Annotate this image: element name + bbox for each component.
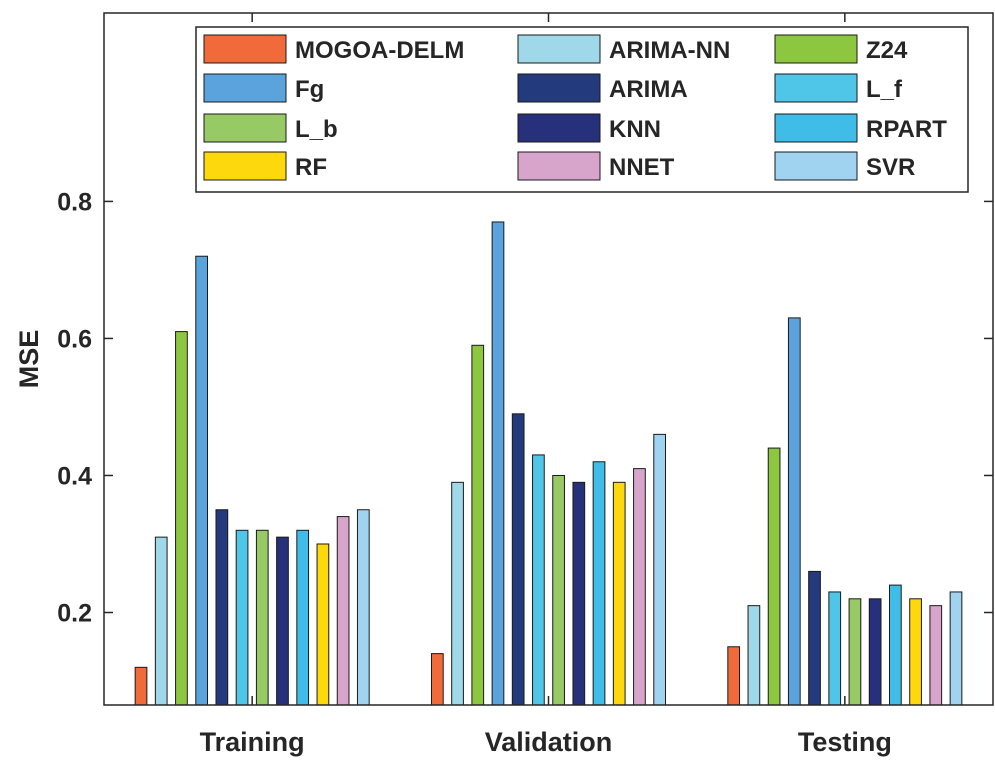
y-axis-title: MSE [14, 330, 44, 389]
legend-swatch-fg [203, 73, 287, 103]
bar-arima-training [215, 509, 229, 706]
bar-l-f-testing [828, 591, 842, 706]
legend-label: NNET [609, 154, 675, 181]
x-category-label: Validation [485, 727, 613, 757]
bar-fg-training [195, 255, 208, 706]
legend-label: L_f [866, 76, 903, 103]
legend-label: ARIMA-NN [609, 37, 730, 64]
legend-label: KNN [609, 116, 661, 143]
bar-knn-validation [572, 481, 586, 706]
bar-fg-testing [787, 317, 801, 706]
y-tick-label: 0.2 [57, 600, 92, 628]
x-category-label: Training [200, 727, 305, 757]
legend-label: Z24 [866, 37, 908, 64]
y-tick-label: 0.4 [57, 462, 92, 490]
bar-rf-validation [612, 481, 626, 706]
bar-l-f-training [235, 529, 249, 706]
x-category-label: Testing [798, 727, 892, 757]
bar-mogoa-delm-testing [727, 646, 741, 706]
bar-rpart-training [296, 529, 310, 706]
legend-swatch-l-f [774, 73, 858, 103]
bar-z24-training [175, 331, 188, 706]
bar-l-b-training [255, 529, 269, 706]
bar-svr-testing [949, 591, 963, 706]
bar-l-b-testing [848, 598, 862, 706]
legend-swatch-arima-nn [517, 34, 601, 64]
bar-arima-nn-testing [747, 605, 761, 706]
bar-arima-testing [808, 570, 821, 706]
bar-svr-validation [653, 433, 667, 706]
bar-arima-validation [511, 413, 525, 706]
legend-label: RPART [866, 116, 947, 143]
bar-arima-nn-validation [451, 481, 464, 706]
x-axis: Training Validation Testing [200, 13, 892, 757]
bar-svr-training [356, 509, 370, 706]
bar-nnet-training [336, 516, 350, 706]
bar-mogoa-delm-validation [430, 653, 444, 706]
legend-swatch-knn [517, 113, 601, 143]
legend-label: RF [295, 154, 327, 181]
bar-rpart-testing [889, 584, 902, 706]
bar-nnet-validation [633, 468, 646, 706]
legend-swatch-nnet [517, 151, 601, 181]
legend-swatch-l-b [203, 113, 287, 143]
bar-l-b-validation [552, 474, 565, 706]
y-tick-label: 0.6 [57, 325, 92, 353]
legend-label: ARIMA [609, 76, 688, 103]
bar-rf-testing [909, 598, 922, 706]
bar-mogoa-delm-training [134, 666, 148, 706]
bar-arima-nn-training [154, 536, 168, 706]
legend-swatch-svr [774, 151, 858, 181]
legend-label: MOGOA-DELM [295, 37, 464, 64]
legend-label: L_b [295, 116, 338, 143]
legend-swatch-rf [203, 151, 287, 181]
bar-rpart-validation [592, 461, 606, 706]
bar-knn-training [276, 536, 289, 706]
legend-label: Fg [295, 76, 324, 103]
legend-swatch-rpart [774, 113, 858, 143]
bar-fg-validation [491, 221, 505, 706]
bar-z24-validation [471, 344, 485, 706]
y-axis: 0.2 0.4 0.6 0.8 [57, 188, 993, 628]
bar-z24-testing [767, 447, 781, 706]
bar-nnet-testing [929, 605, 943, 706]
legend-swatch-mogoa-delm [203, 34, 287, 64]
bar-rf-training [316, 543, 330, 706]
bar-l-f-validation [532, 454, 545, 706]
legend-label: SVR [866, 154, 915, 181]
legend-swatch-arima [517, 73, 601, 103]
legend-swatch-z24 [774, 34, 858, 64]
legend: MOGOA-DELM ARIMA-NN Z24 Fg ARIMA L_f L_b KNN RPA… [195, 26, 969, 193]
bar-knn-testing [868, 598, 882, 706]
y-tick-label: 0.8 [57, 188, 92, 216]
